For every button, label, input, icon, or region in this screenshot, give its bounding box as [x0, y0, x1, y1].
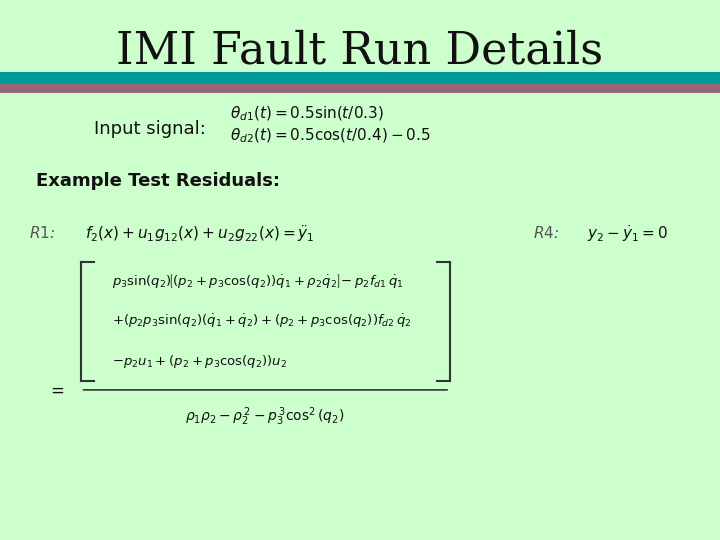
- FancyBboxPatch shape: [0, 72, 720, 84]
- Text: $+(p_2 p_3\sin(q_2)(\dot{q}_1+\dot{q}_2)+(p_2+p_3\cos(q_2))f_{d2}\,\dot{q}_2$: $+(p_2 p_3\sin(q_2)(\dot{q}_1+\dot{q}_2)…: [112, 313, 411, 330]
- Text: $-p_2 u_1+(p_2+p_3\cos(q_2))u_2$: $-p_2 u_1+(p_2+p_3\cos(q_2))u_2$: [112, 353, 287, 370]
- Text: $R4$:: $R4$:: [533, 225, 559, 241]
- Text: $\theta_{d2}(t)=0.5\cos(t/0.4)-0.5$: $\theta_{d2}(t)=0.5\cos(t/0.4)-0.5$: [230, 127, 431, 145]
- Text: $f_2(x)+u_1 g_{12}(x)+u_2 g_{22}(x)=\ddot{y}_1$: $f_2(x)+u_1 g_{12}(x)+u_2 g_{22}(x)=\ddo…: [85, 223, 315, 244]
- Text: Example Test Residuals:: Example Test Residuals:: [36, 172, 280, 190]
- Text: Input signal:: Input signal:: [94, 119, 205, 138]
- Text: $\rho_1\rho_2-\rho_2^{\,2}-p_3^{\,3}\cos^2(q_2)$: $\rho_1\rho_2-\rho_2^{\,2}-p_3^{\,3}\cos…: [185, 406, 345, 428]
- Text: $R1$:: $R1$:: [29, 225, 55, 241]
- Text: $\theta_{d1}(t)=0.5\sin(t/0.3)$: $\theta_{d1}(t)=0.5\sin(t/0.3)$: [230, 104, 384, 123]
- Text: $p_3\sin(q_2)\!\left[(p_2+p_3\cos(q_2))\dot{q}_1+\rho_2\dot{q}_2\right]\!-p_2 f_: $p_3\sin(q_2)\!\left[(p_2+p_3\cos(q_2))\…: [112, 272, 403, 290]
- Text: IMI Fault Run Details: IMI Fault Run Details: [117, 30, 603, 73]
- Text: $y_2-\dot{y}_1=0$: $y_2-\dot{y}_1=0$: [587, 223, 668, 244]
- FancyBboxPatch shape: [0, 84, 720, 93]
- Text: $=$: $=$: [48, 381, 65, 399]
